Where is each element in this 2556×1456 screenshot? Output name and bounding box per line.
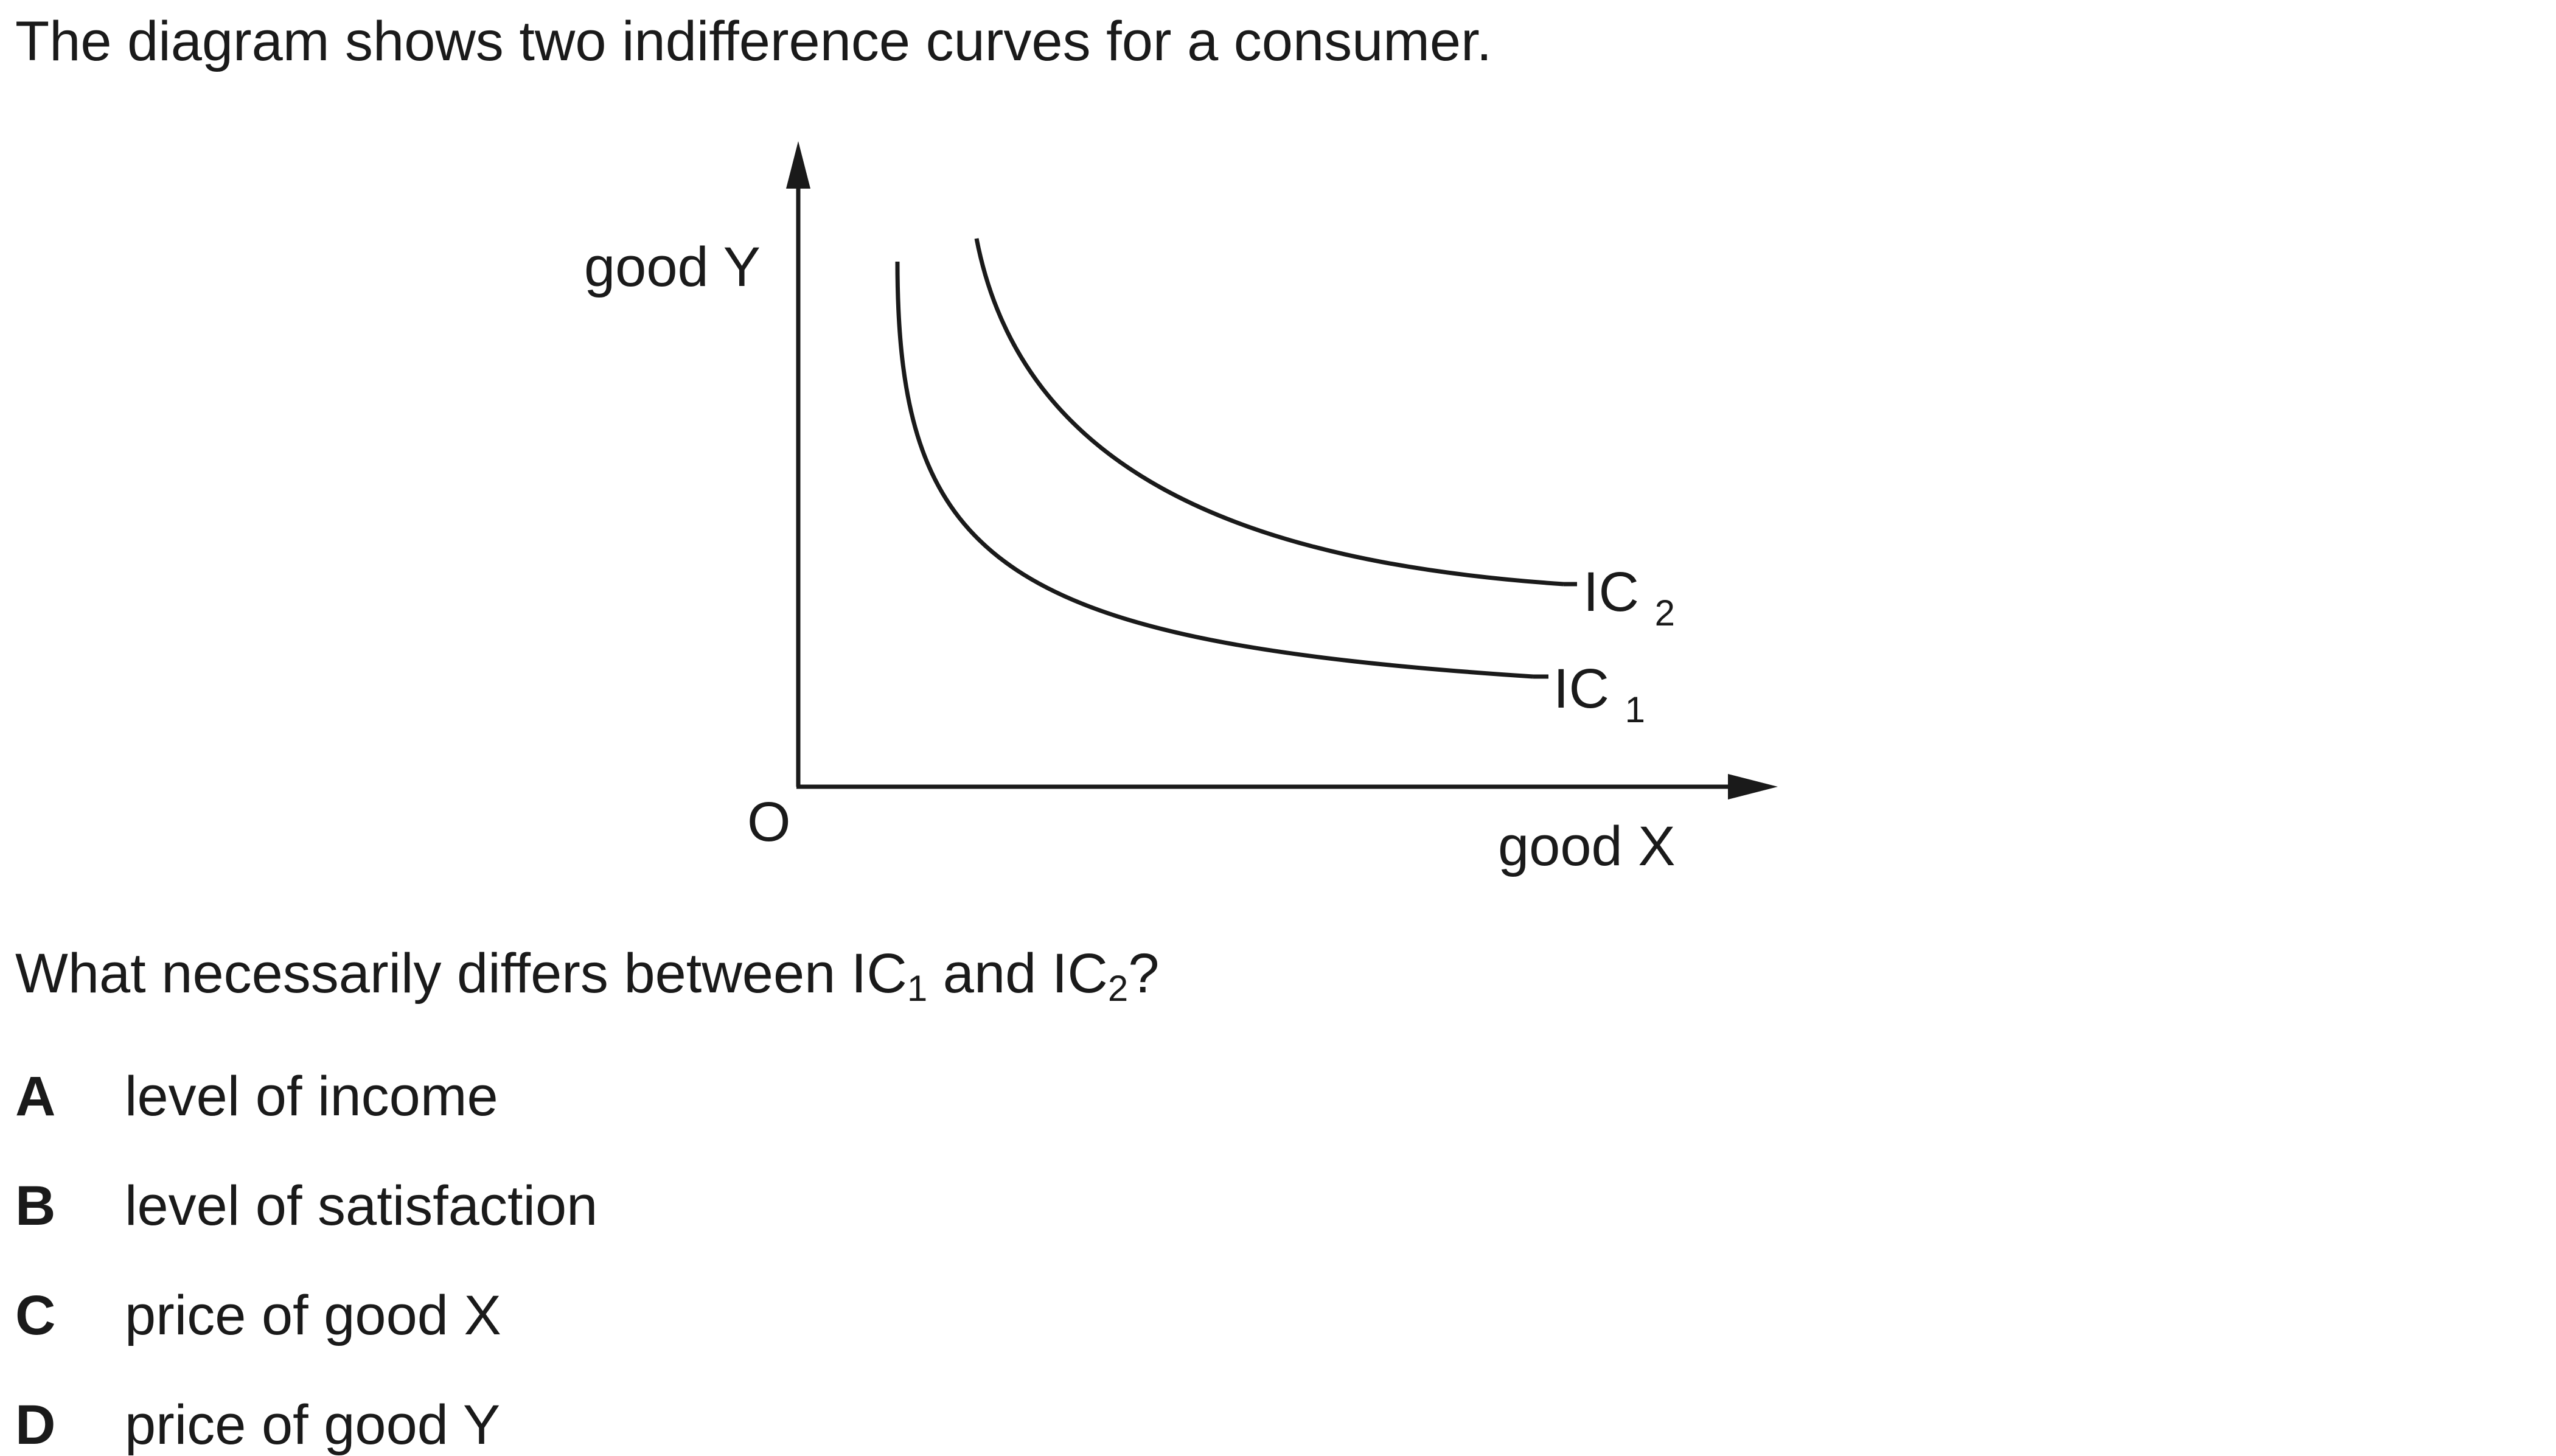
option-letter: B: [15, 1175, 56, 1237]
option-text: price of good X: [125, 1284, 501, 1346]
ic2-label-main: IC: [1583, 561, 1639, 623]
question-before: What necessarily differs between IC: [15, 942, 907, 1005]
question-middle: and IC: [927, 942, 1108, 1005]
y-axis-arrowhead: [786, 141, 810, 189]
question-text: What necessarily differs between IC1 and…: [15, 942, 1160, 1006]
ic1-label-subscript: 1: [1625, 689, 1645, 730]
indifference-curve-ic1: [895, 261, 1534, 679]
question-subscript-2: 2: [1107, 968, 1129, 1009]
ic1-label: IC 1: [1553, 658, 1645, 730]
option-letter: D: [15, 1394, 56, 1456]
option-letter: A: [15, 1065, 56, 1127]
option-text: level of satisfaction: [125, 1175, 598, 1237]
question-subscript-1: 1: [907, 968, 928, 1009]
option-text: level of income: [125, 1065, 498, 1127]
question-stem: The diagram shows two indifference curve…: [15, 10, 1492, 72]
origin-label: O: [747, 791, 791, 853]
question-after: ?: [1128, 942, 1160, 1005]
indifference-curve-ic2: [974, 238, 1564, 587]
x-axis-arrowhead: [1728, 774, 1778, 799]
option-letter: C: [15, 1284, 56, 1346]
x-axis-label: good X: [1498, 815, 1676, 877]
option-text: price of good Y: [125, 1394, 501, 1456]
ic2-label: IC 2: [1583, 561, 1675, 633]
y-axis-label: good Y: [584, 236, 761, 298]
ic2-label-subscript: 2: [1655, 593, 1675, 633]
ic1-label-main: IC: [1553, 658, 1609, 720]
